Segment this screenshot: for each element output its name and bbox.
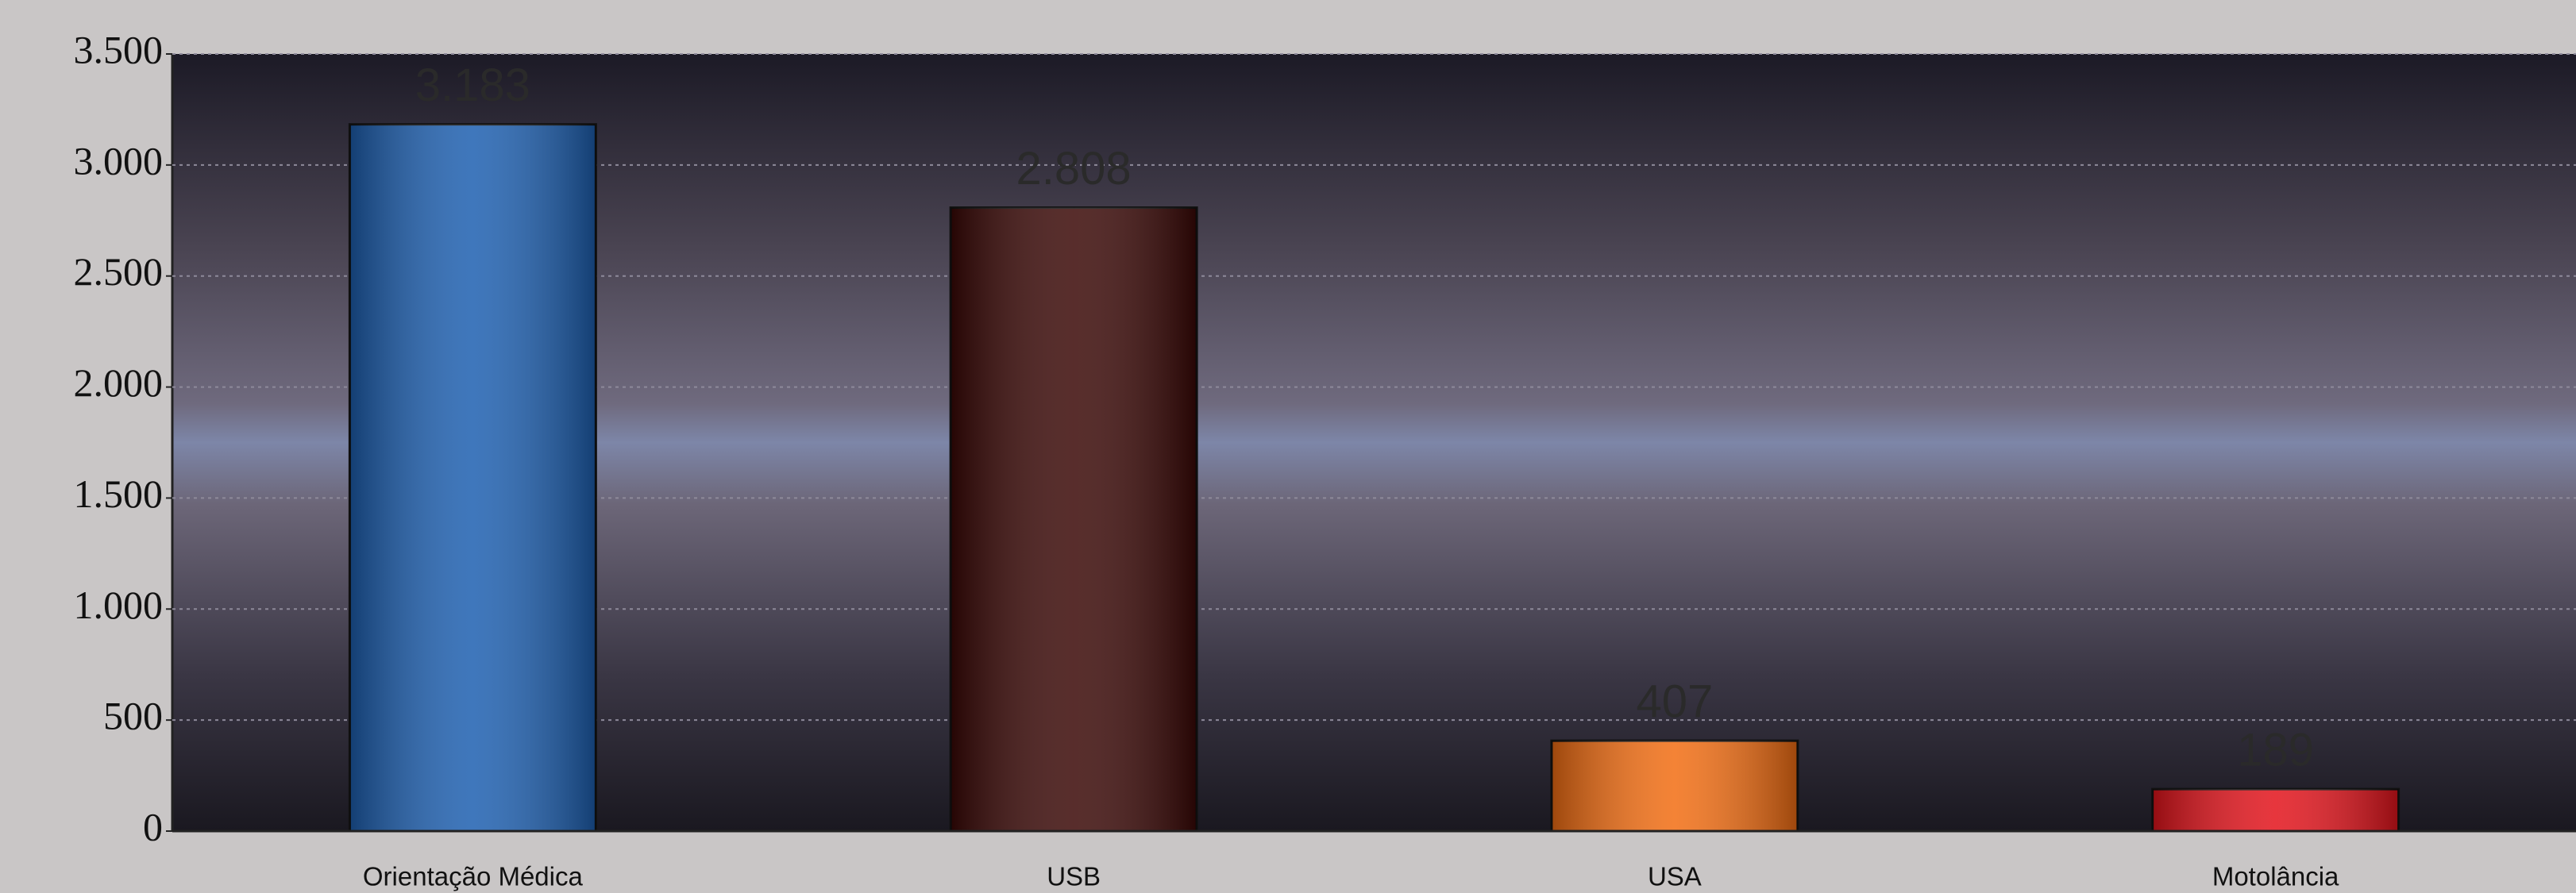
y-tick-label: 1.000 [74, 583, 164, 627]
y-tick-label: 500 [103, 694, 163, 738]
data-label: 189 [2237, 724, 2314, 776]
y-tick-label: 2.500 [74, 249, 164, 294]
y-tick-label: 1.500 [74, 472, 164, 516]
bar-shine [349, 124, 596, 831]
data-label: 2.808 [1016, 143, 1132, 194]
y-tick-label: 2.000 [74, 360, 164, 405]
bar-shine [1551, 741, 1798, 831]
y-tick-label: 0 [143, 804, 163, 849]
x-tick-label: USB [1047, 862, 1101, 891]
y-tick-label: 3.000 [74, 138, 164, 183]
bar-shine [2152, 789, 2399, 831]
data-label: 3.183 [415, 60, 530, 111]
bar-shine [951, 207, 1197, 832]
data-label: 407 [1636, 676, 1713, 727]
y-tick-label: 3.500 [74, 27, 164, 71]
x-tick-label: Orientação Médica [363, 862, 584, 891]
x-tick-label: USA [1648, 862, 1702, 891]
x-tick-label: Motolância [2212, 862, 2339, 891]
